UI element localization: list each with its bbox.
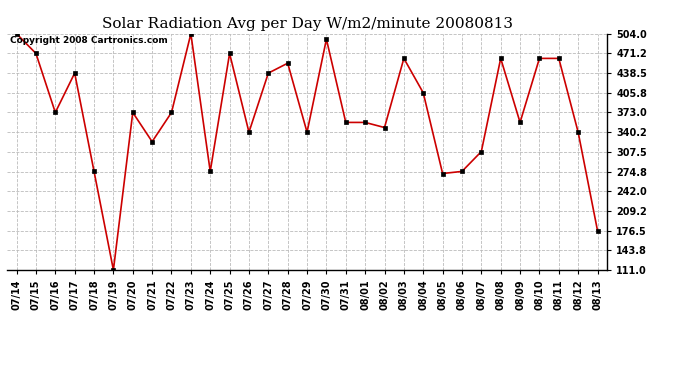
Text: Copyright 2008 Cartronics.com: Copyright 2008 Cartronics.com: [10, 36, 168, 45]
Title: Solar Radiation Avg per Day W/m2/minute 20080813: Solar Radiation Avg per Day W/m2/minute …: [101, 17, 513, 31]
